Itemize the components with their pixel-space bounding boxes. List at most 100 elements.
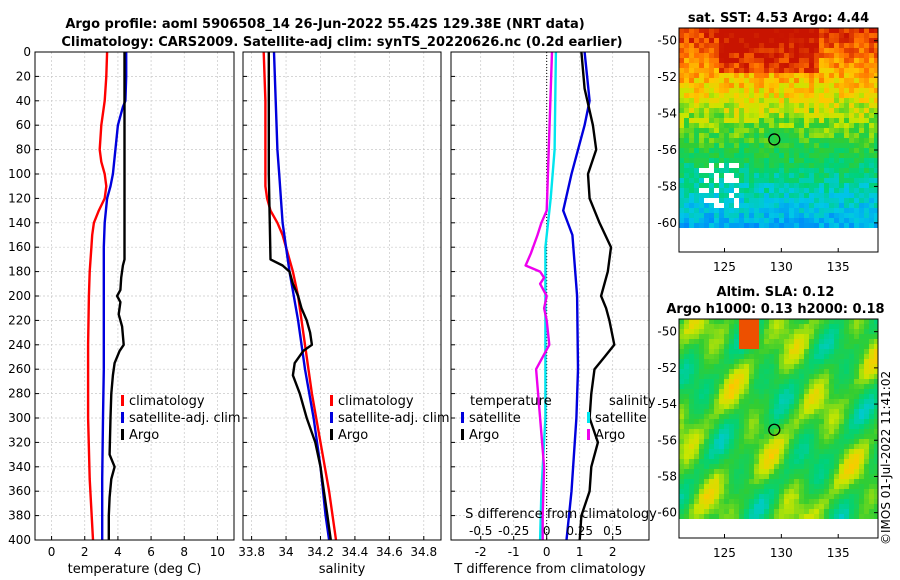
map-cell: [709, 324, 714, 329]
map-cell: [729, 454, 734, 459]
map-cell: [829, 359, 834, 364]
map-cell: [679, 359, 684, 364]
map-cell: [714, 178, 719, 183]
map-cell: [769, 188, 774, 193]
map-cell: [749, 38, 754, 43]
map-cell: [779, 319, 784, 324]
map-cell: [864, 148, 869, 153]
map-cell: [874, 339, 878, 344]
map-cell: [869, 218, 874, 223]
map-cell: [809, 474, 814, 479]
map-cell: [759, 218, 764, 223]
map-cell: [689, 384, 694, 389]
map-cell: [679, 98, 684, 103]
map-cell: [739, 168, 744, 173]
map-cell: [719, 329, 724, 334]
map-cell: [714, 384, 719, 389]
map-cell: [729, 193, 734, 198]
map-cell: [709, 434, 714, 439]
map-cell: [679, 509, 684, 514]
map-cell: [749, 193, 754, 198]
x-tick-label: 2: [609, 545, 617, 559]
map-cell: [724, 63, 729, 68]
map-cell: [744, 459, 749, 464]
map-cell: [719, 384, 724, 389]
map-cell: [849, 58, 854, 63]
map-cell: [854, 484, 859, 489]
map-cell: [704, 344, 709, 349]
map-cell: [764, 444, 769, 449]
map-cell: [699, 469, 704, 474]
map-cell: [819, 349, 824, 354]
map-cell: [809, 494, 814, 499]
map-cell: [719, 38, 724, 43]
map-cell: [869, 344, 874, 349]
map-cell: [824, 108, 829, 113]
map-cell: [694, 173, 699, 178]
legend-label: Argo: [469, 428, 499, 443]
map-cell: [829, 369, 834, 374]
map-cell: [869, 389, 874, 394]
map-cell: [764, 173, 769, 178]
map-cell: [754, 63, 759, 68]
map-cell: [709, 98, 714, 103]
map-cell: [734, 434, 739, 439]
map-cell: [804, 143, 809, 148]
map-cell: [834, 319, 839, 324]
map-cell: [724, 158, 729, 163]
map-cell: [854, 404, 859, 409]
map-cell: [794, 384, 799, 389]
map-cell: [794, 198, 799, 203]
map-cell: [754, 364, 759, 369]
map-cell: [834, 379, 839, 384]
map-cell: [704, 223, 709, 228]
map-cell: [759, 354, 764, 359]
map-cell: [819, 329, 824, 334]
map-cell: [874, 163, 878, 168]
map-cell: [699, 479, 704, 484]
map-cell: [829, 429, 834, 434]
map-cell: [844, 419, 849, 424]
map-cell: [714, 158, 719, 163]
map-cell: [694, 213, 699, 218]
map-cell: [694, 203, 699, 208]
map-cell: [829, 133, 834, 138]
map-cell: [859, 68, 864, 73]
map-cell: [869, 319, 874, 324]
map-cell: [719, 158, 724, 163]
map-cell: [859, 113, 864, 118]
map-cell: [724, 43, 729, 48]
map-cell: [724, 334, 729, 339]
map-cell: [859, 399, 864, 404]
map-cell: [769, 324, 774, 329]
map-cell: [719, 78, 724, 83]
map-cell: [849, 183, 854, 188]
map-cell: [709, 334, 714, 339]
map-cell: [729, 83, 734, 88]
map-cell: [749, 63, 754, 68]
map-cell: [714, 459, 719, 464]
map-cell: [704, 63, 709, 68]
map-cell: [719, 464, 724, 469]
map-cell: [869, 514, 874, 519]
map-cell: [834, 168, 839, 173]
map-cell: [804, 364, 809, 369]
map-cell: [739, 379, 744, 384]
map-cell: [789, 113, 794, 118]
map-cell: [819, 414, 824, 419]
map-cell: [734, 439, 739, 444]
map-cell: [759, 203, 764, 208]
map-cell: [789, 389, 794, 394]
map-cell: [869, 499, 874, 504]
map-cell: [779, 213, 784, 218]
map-cell: [814, 449, 819, 454]
map-cell: [809, 93, 814, 98]
map-cell: [699, 319, 704, 324]
map-cell: [694, 344, 699, 349]
map-cell: [754, 83, 759, 88]
map-cell: [834, 58, 839, 63]
map-cell: [869, 469, 874, 474]
map-cell: [719, 178, 724, 183]
map-cell: [834, 33, 839, 38]
map-cell: [729, 178, 734, 183]
